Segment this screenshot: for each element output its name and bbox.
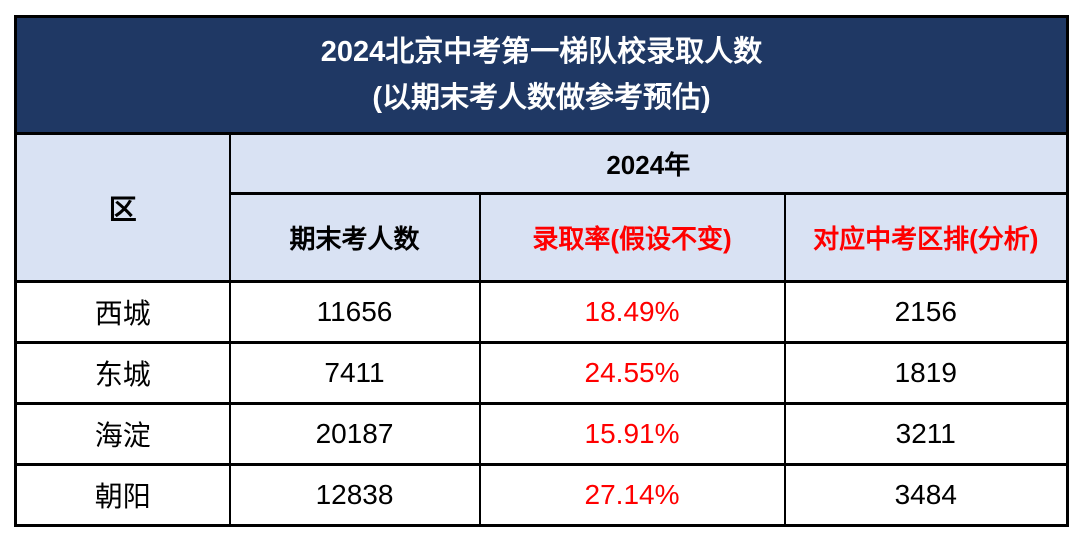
column-header-mid-exam-rank: 对应中考区排(分析) — [783, 192, 1069, 283]
sub-header-row: 期末考人数 录取率(假设不变) 对应中考区排(分析) — [16, 192, 1069, 283]
admission-rate-cell: 15.91% — [478, 402, 786, 466]
column-group-header-year: 2024年 — [228, 132, 1069, 195]
column-header-final-exam-count: 期末考人数 — [228, 192, 481, 283]
district-cell: 朝阳 — [14, 463, 231, 527]
mid-exam-rank-cell: 3484 — [783, 463, 1069, 527]
admissions-table: 2024北京中考第一梯队校录取人数 (以期末考人数做参考预估) 区 2024年 … — [14, 15, 1070, 527]
column-header-admission-rate: 录取率(假设不变) — [478, 192, 786, 283]
admission-rate-cell: 18.49% — [478, 280, 786, 344]
year-group-header-row: 区 2024年 — [14, 132, 1069, 283]
final-exam-count-cell: 12838 — [228, 463, 481, 527]
final-exam-count-cell: 11656 — [228, 280, 481, 344]
column-header-region: 区 — [14, 132, 231, 283]
mid-exam-rank-cell: 3211 — [783, 402, 1069, 466]
final-exam-count-cell: 20187 — [228, 402, 481, 466]
district-cell: 海淀 — [14, 402, 231, 466]
table-title-cell: 2024北京中考第一梯队校录取人数 (以期末考人数做参考预估) — [14, 15, 1069, 135]
table-title-line-1: 2024北京中考第一梯队校录取人数 — [320, 36, 763, 68]
admission-rate-cell: 27.14% — [478, 463, 786, 527]
district-cell: 东城 — [14, 341, 231, 405]
mid-exam-rank-cell: 1819 — [783, 341, 1069, 405]
table-title-line-2: (以期末考人数做参考预估) — [372, 82, 711, 114]
final-exam-count-cell: 7411 — [228, 341, 481, 405]
title-row: 2024北京中考第一梯队校录取人数 (以期末考人数做参考预估) — [14, 15, 1069, 135]
mid-exam-rank-cell: 2156 — [783, 280, 1069, 344]
table-row-haidian: 海淀 20187 15.91% 3211 — [14, 402, 1069, 466]
table-row-xicheng: 西城 11656 18.49% 2156 — [14, 280, 1069, 344]
admission-rate-cell: 24.55% — [478, 341, 786, 405]
district-cell: 西城 — [14, 280, 231, 344]
table-row-dongcheng: 东城 7411 24.55% 1819 — [14, 341, 1069, 405]
table-row-chaoyang: 朝阳 12838 27.14% 3484 — [14, 463, 1069, 527]
